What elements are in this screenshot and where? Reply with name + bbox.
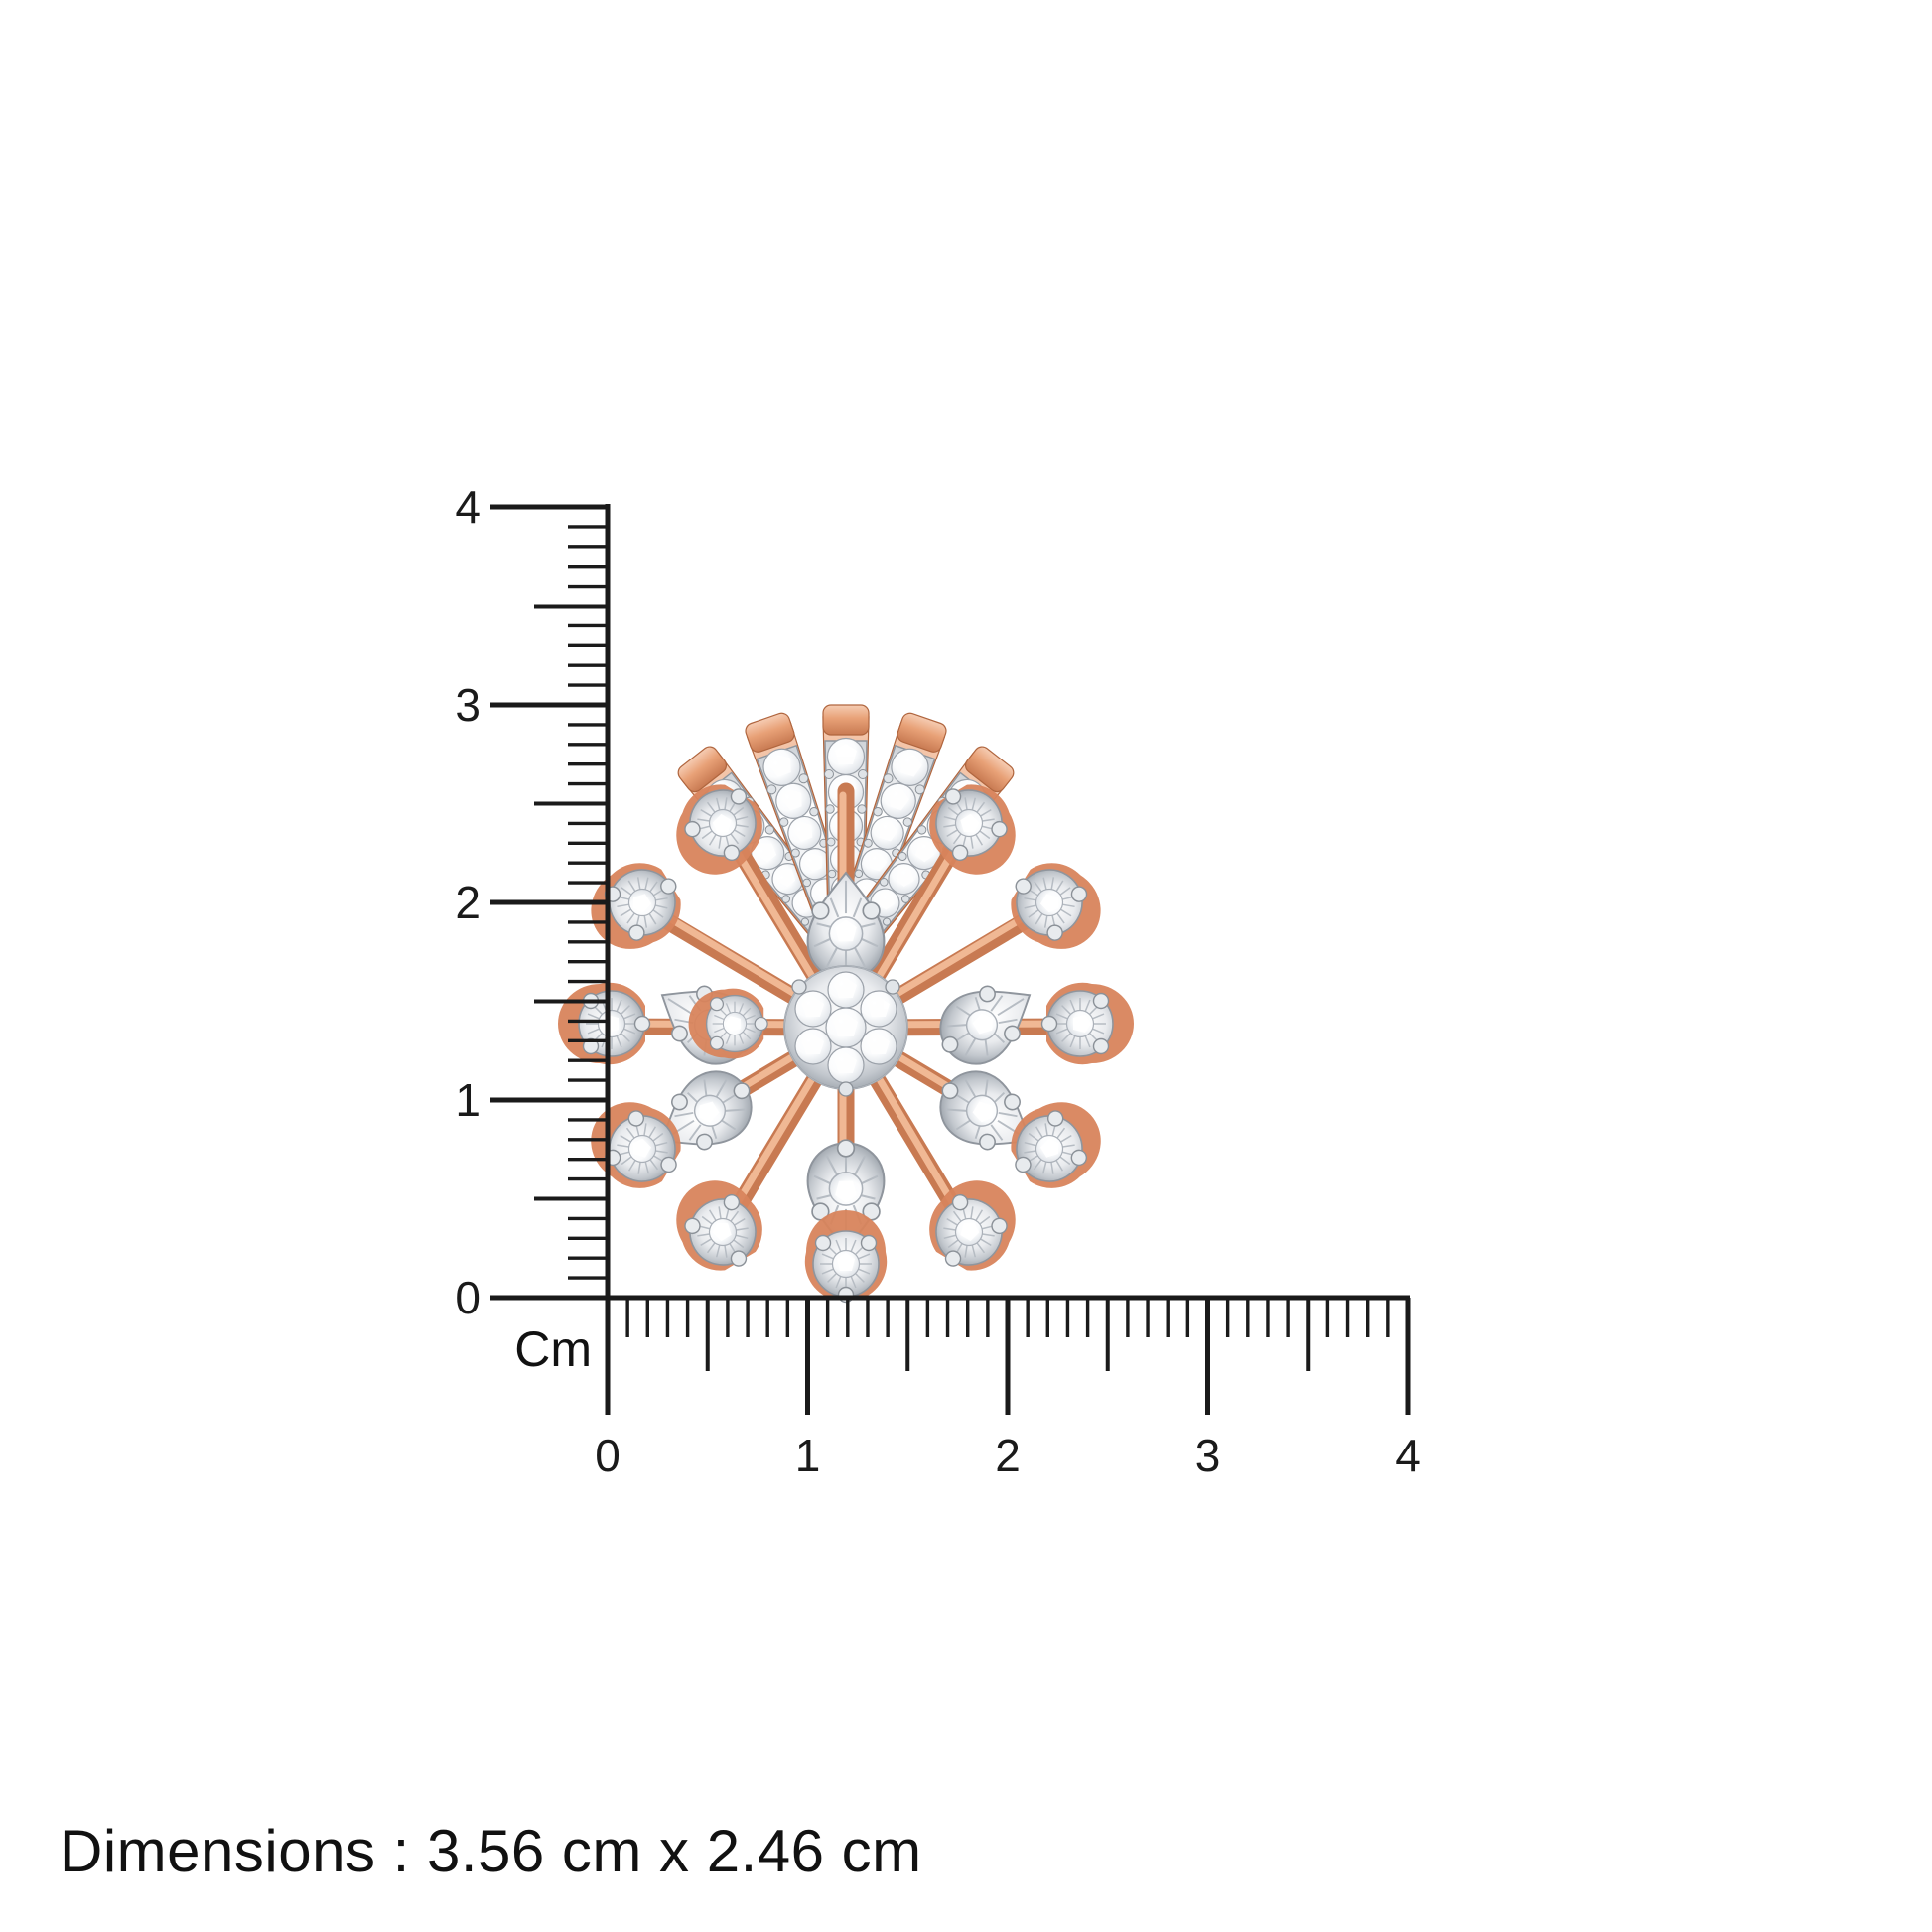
vertical-tick-label-1: 1	[455, 1074, 481, 1126]
horizontal-tick-label-4: 4	[1395, 1430, 1421, 1481]
horizontal-tick-label-1: 1	[794, 1430, 821, 1481]
vertical-tick-label-0: 0	[455, 1272, 481, 1323]
center-cluster	[783, 965, 908, 1097]
vertical-tick-label-2: 2	[455, 877, 481, 928]
horizontal-tick-label-0: 0	[595, 1430, 621, 1481]
dimensions-caption: Dimensions : 3.56 cm x 2.46 cm	[60, 1818, 922, 1884]
vertical-tick-label-3: 3	[455, 679, 481, 731]
horizontal-tick-label-3: 3	[1194, 1430, 1221, 1481]
horizontal-tick-label-2: 2	[995, 1430, 1021, 1481]
horizontal-axis-ticks	[605, 1298, 1411, 1415]
vertical-axis-ticks	[490, 504, 608, 1301]
ruler-unit-label: Cm	[514, 1321, 592, 1377]
vertical-tick-label-4: 4	[455, 482, 481, 533]
